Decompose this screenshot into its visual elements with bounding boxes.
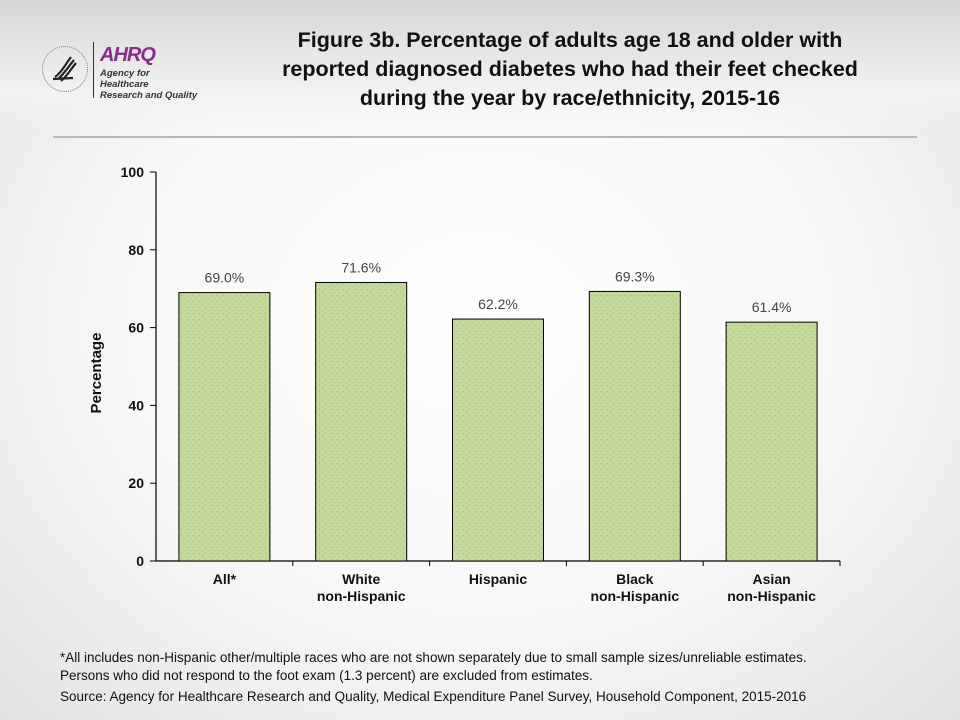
bar: [452, 318, 544, 562]
x-tick-label: Asian: [753, 571, 791, 587]
x-tick-label: non-Hispanic: [317, 588, 406, 604]
title-line-3: during the year by race/ethnicity, 2015-…: [359, 86, 781, 110]
ahrq-wordmark: AHRQ: [100, 44, 156, 66]
logo-divider: [93, 42, 94, 98]
agency-line-2: Research and Quality: [100, 90, 198, 101]
x-tick-label: non-Hispanic: [590, 588, 679, 604]
x-tick-label: All*: [213, 571, 237, 587]
x-tick-label: Black: [616, 571, 654, 587]
header-divider: [53, 136, 917, 138]
x-tick-label: non-Hispanic: [727, 588, 816, 604]
x-tick-label: Hispanic: [469, 571, 528, 587]
ahrq-agency-name: Agency for Healthcare Research and Quali…: [100, 68, 200, 101]
agency-line-1: Agency for Healthcare: [100, 68, 150, 90]
bar: [178, 292, 271, 562]
data-label: 69.3%: [615, 268, 655, 284]
source-note: Source: Agency for Healthcare Research a…: [60, 689, 807, 704]
header-background: [0, 0, 960, 130]
y-tick-label: 40: [128, 397, 144, 413]
data-label: 69.0%: [205, 270, 245, 286]
data-label: 71.6%: [341, 259, 381, 275]
data-label: 62.2%: [478, 296, 518, 312]
title-line-2: reported diagnosed diabetes who had thei…: [282, 57, 858, 81]
data-label: 61.4%: [752, 299, 792, 315]
footnote-line-1: *All includes non-Hispanic other/multipl…: [60, 650, 807, 665]
footnote-line-2: Persons who did not respond to the foot …: [60, 668, 593, 683]
bar: [725, 321, 818, 562]
y-tick-label: 0: [136, 553, 144, 569]
y-axis-label: Percentage: [88, 333, 105, 414]
bar: [588, 290, 681, 562]
ahrq-logo: AHRQ Agency for Healthcare Research and …: [40, 40, 200, 101]
x-tick-label: White: [342, 571, 380, 587]
y-tick-label: 60: [128, 320, 144, 336]
bar: [315, 281, 408, 562]
chart-title: Figure 3b. Percentage of adults age 18 a…: [200, 26, 940, 113]
title-line-1: Figure 3b. Percentage of adults age 18 a…: [297, 28, 843, 52]
y-tick-label: 20: [128, 475, 144, 491]
hhs-seal-icon: [42, 46, 88, 92]
y-tick-label: 80: [128, 242, 144, 258]
y-tick-label: 100: [121, 164, 145, 180]
